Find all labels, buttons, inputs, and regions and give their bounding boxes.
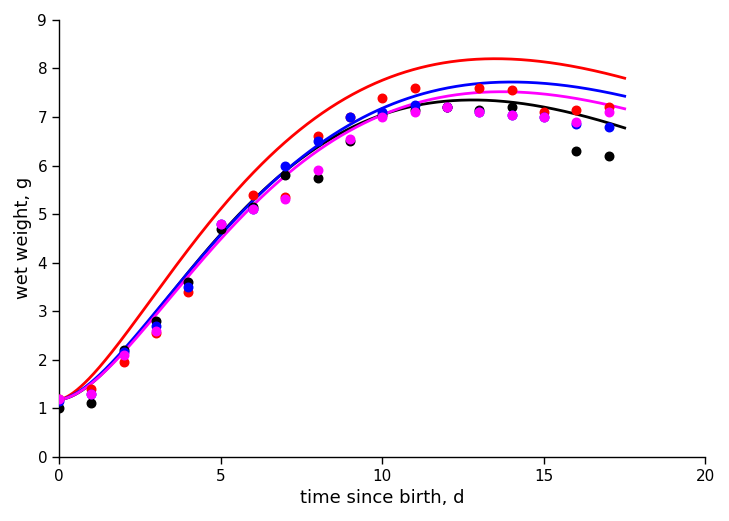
Point <box>53 394 65 403</box>
Point <box>279 162 291 170</box>
X-axis label: time since birth, d: time since birth, d <box>300 489 464 507</box>
Point <box>473 84 485 92</box>
Point <box>409 106 421 114</box>
Point <box>409 108 421 116</box>
Point <box>473 106 485 114</box>
Point <box>538 113 550 121</box>
Point <box>376 108 388 116</box>
Point <box>118 351 130 359</box>
Point <box>215 219 227 228</box>
Point <box>53 404 65 413</box>
Point <box>215 219 227 228</box>
Point <box>506 86 518 94</box>
Point <box>85 390 97 398</box>
Point <box>538 108 550 116</box>
Point <box>344 113 356 121</box>
Point <box>85 399 97 407</box>
Point <box>603 108 615 116</box>
Y-axis label: wet weight, g: wet weight, g <box>14 177 32 300</box>
Point <box>150 317 162 325</box>
Point <box>603 152 615 160</box>
Point <box>473 108 485 116</box>
Point <box>85 390 97 398</box>
Point <box>344 137 356 145</box>
Point <box>603 122 615 131</box>
Point <box>312 132 324 141</box>
Point <box>409 101 421 109</box>
Point <box>376 113 388 121</box>
Point <box>279 193 291 201</box>
Point <box>118 348 130 356</box>
Point <box>506 103 518 111</box>
Point <box>312 137 324 145</box>
Point <box>570 106 582 114</box>
Point <box>473 108 485 116</box>
Point <box>118 358 130 366</box>
Point <box>376 93 388 102</box>
Point <box>215 225 227 233</box>
Point <box>570 118 582 126</box>
Point <box>570 147 582 155</box>
Point <box>150 326 162 334</box>
Point <box>344 134 356 143</box>
Point <box>150 329 162 337</box>
Point <box>53 397 65 405</box>
Point <box>53 394 65 403</box>
Point <box>603 103 615 111</box>
Point <box>376 110 388 119</box>
Point <box>247 203 259 211</box>
Point <box>344 113 356 121</box>
Point <box>182 283 194 291</box>
Point <box>441 103 453 111</box>
Point <box>441 103 453 111</box>
Point <box>247 205 259 214</box>
Point <box>279 195 291 204</box>
Point <box>441 103 453 111</box>
Point <box>85 384 97 393</box>
Point <box>506 110 518 119</box>
Point <box>409 84 421 92</box>
Point <box>247 191 259 199</box>
Point <box>182 288 194 296</box>
Point <box>150 321 162 330</box>
Point <box>279 171 291 179</box>
Point <box>312 173 324 182</box>
Point <box>506 110 518 119</box>
Point <box>570 120 582 128</box>
Point <box>182 278 194 286</box>
Point <box>118 346 130 354</box>
Point <box>538 113 550 121</box>
Point <box>441 103 453 111</box>
Point <box>312 166 324 175</box>
Point <box>247 205 259 214</box>
